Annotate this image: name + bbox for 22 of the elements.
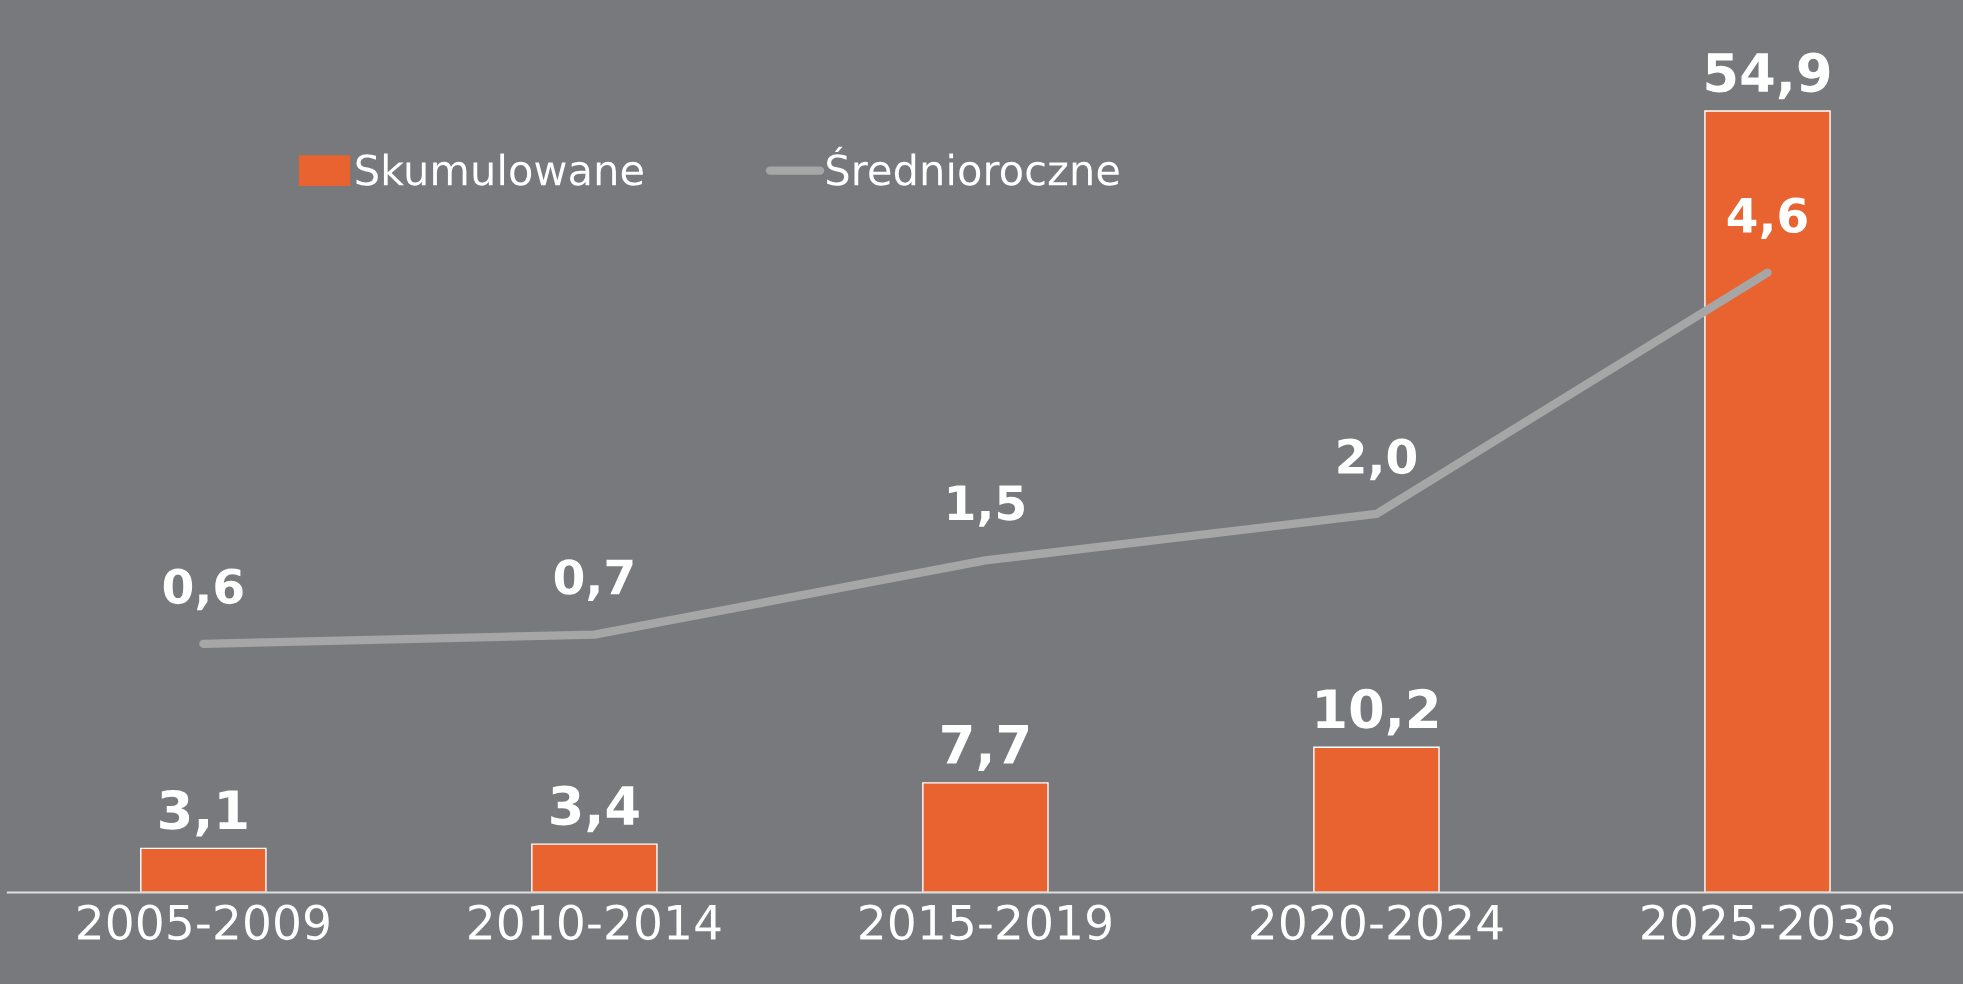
- x-tick-label: 2015-2019: [860, 904, 1111, 941]
- data-label: 4,6: [1727, 197, 1807, 240]
- bar: [531, 843, 658, 893]
- x-tick-label: 2005-2009: [78, 904, 329, 941]
- legend-label: Skumulowane: [356, 153, 643, 186]
- data-label: 7,7: [942, 725, 1028, 772]
- legend-label: Średnioroczne: [827, 146, 1119, 186]
- x-tick-label: 2010-2014: [469, 904, 721, 941]
- bar: [1704, 110, 1831, 893]
- bar: [140, 847, 267, 893]
- data-label: 3,4: [551, 785, 639, 833]
- data-label: 3,1: [160, 789, 247, 837]
- x-tick-label: 2020-2024: [1251, 904, 1503, 941]
- data-label: 0,7: [554, 559, 633, 601]
- x-tick-label: 2025-2036: [1642, 904, 1894, 941]
- data-label: 2,0: [1338, 438, 1417, 481]
- data-label: 54,9: [1706, 52, 1830, 100]
- bar: [922, 782, 1049, 893]
- data-label: 10,2: [1317, 688, 1437, 736]
- data-label: 0,6: [163, 568, 243, 611]
- bar: [1313, 746, 1440, 893]
- data-label: 1,5: [948, 485, 1024, 527]
